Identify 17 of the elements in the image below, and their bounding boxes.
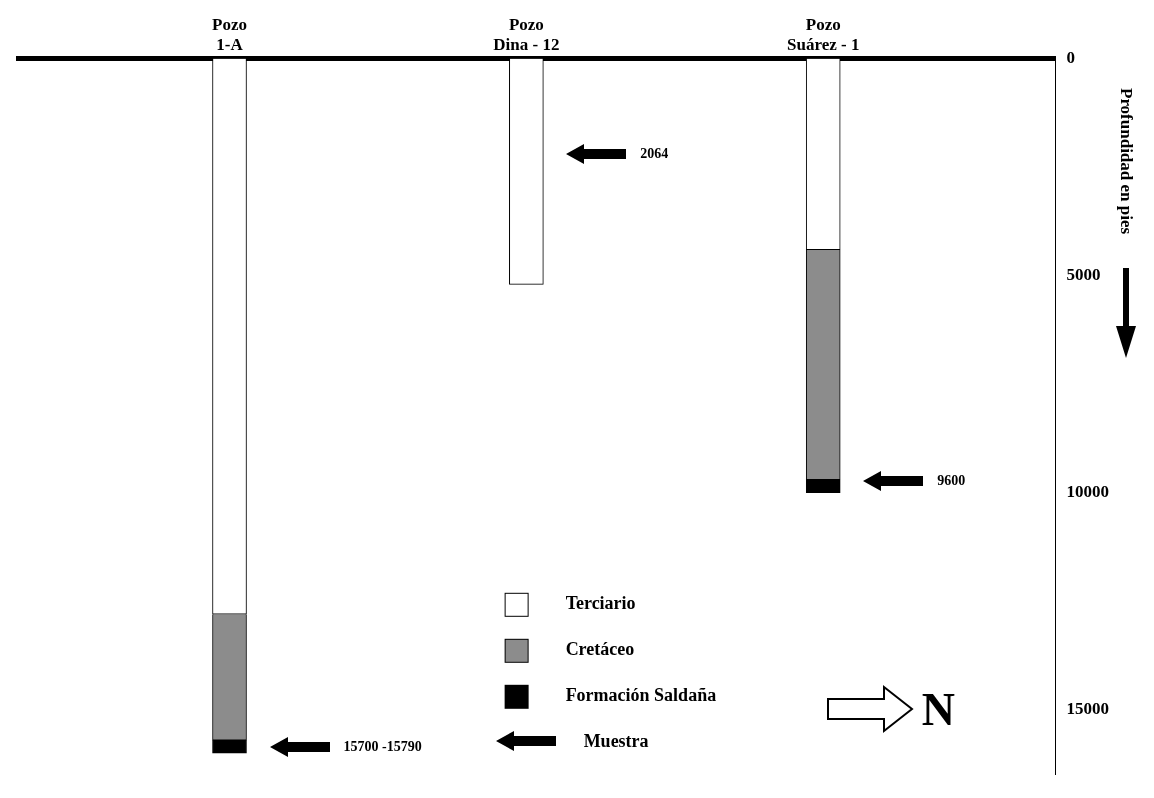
x-tick-label: Pozo Dina - 12 (493, 14, 560, 54)
legend-label: Formación Saldaña (565, 685, 717, 706)
y-tick-label: 15000 (1066, 699, 1109, 719)
annotation: 15700 -15790 (343, 739, 422, 755)
legend-label: Cretáceo (565, 639, 635, 660)
bar (212, 740, 247, 754)
y-tick-label: 5000 (1066, 265, 1101, 285)
annotation: 2064 (640, 146, 669, 162)
y-axis-title: Profundidad en pies (1116, 88, 1136, 235)
annotation: N (921, 682, 955, 736)
y-tick-label: 10000 (1066, 482, 1109, 502)
x-tick-label: Pozo Suárez - 1 (787, 14, 860, 54)
annotation: 9600 (937, 473, 966, 489)
y-tick-label: 0 (1066, 48, 1075, 68)
legend-label: Terciario (565, 593, 636, 614)
annotation: Muestra (583, 730, 649, 752)
x-tick-label: Pozo 1-A (212, 14, 247, 54)
